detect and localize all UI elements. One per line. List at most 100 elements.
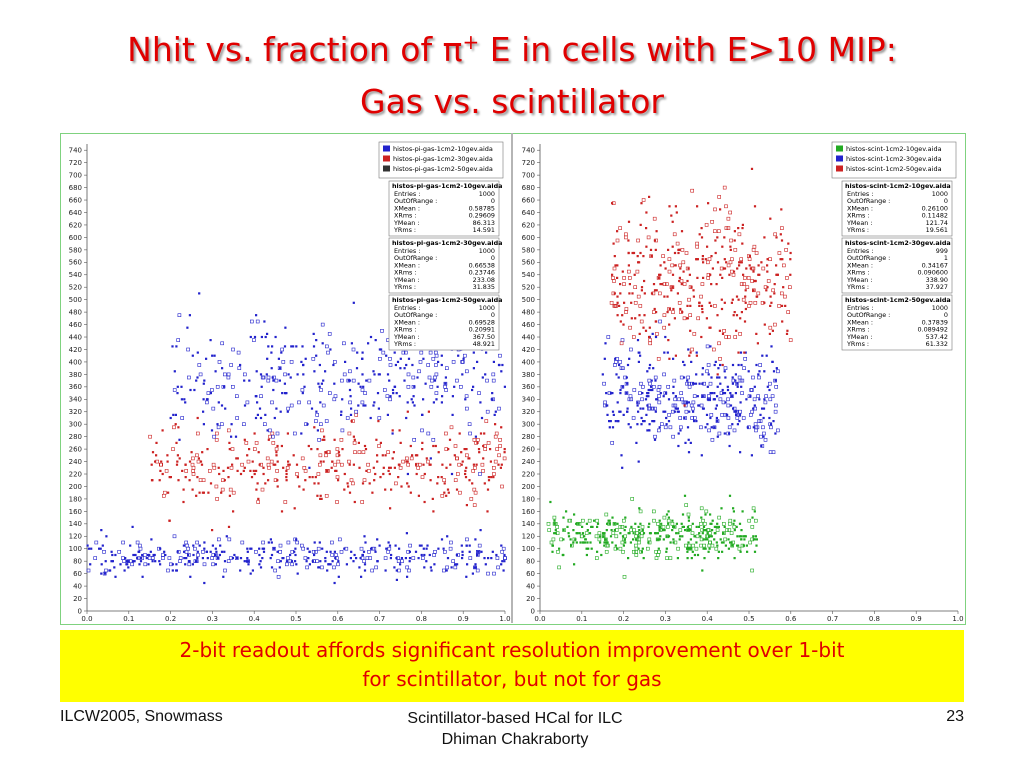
data-point <box>138 546 143 551</box>
data-point <box>151 556 155 560</box>
data-point <box>578 532 581 535</box>
data-point <box>343 472 346 476</box>
data-point <box>676 410 679 413</box>
data-point <box>485 378 489 383</box>
data-point <box>730 301 734 304</box>
data-point <box>300 388 305 392</box>
data-point <box>739 317 742 320</box>
data-point <box>313 370 316 373</box>
data-point <box>621 366 625 370</box>
data-point <box>720 413 724 417</box>
stats-title: histos-scint-1cm2-50gev.aida <box>845 296 951 304</box>
legend-swatch <box>836 155 843 162</box>
data-point <box>361 357 364 360</box>
data-point <box>467 422 472 427</box>
data-point <box>699 535 702 538</box>
data-point <box>683 494 687 497</box>
data-point <box>244 441 249 445</box>
data-point <box>182 500 185 504</box>
stats-value: 0 <box>491 254 495 262</box>
data-point <box>432 444 435 448</box>
data-point <box>253 432 256 435</box>
data-point <box>769 295 772 298</box>
data-point <box>683 363 686 367</box>
data-point <box>698 532 701 535</box>
data-point <box>249 335 252 339</box>
data-point <box>648 326 651 329</box>
data-point <box>342 341 346 346</box>
data-point <box>702 543 706 548</box>
data-point <box>302 363 305 367</box>
data-point <box>714 546 719 551</box>
data-point <box>688 273 692 276</box>
data-point <box>310 447 313 451</box>
data-point <box>230 447 235 451</box>
data-point <box>255 319 260 324</box>
data-point <box>665 513 669 516</box>
data-point <box>727 538 730 541</box>
data-point <box>203 379 206 382</box>
data-point <box>137 550 140 553</box>
data-point <box>302 488 305 491</box>
data-point <box>768 416 771 420</box>
data-point <box>254 416 258 420</box>
data-point <box>612 242 615 245</box>
data-point <box>159 462 163 467</box>
data-point <box>741 510 744 513</box>
data-point <box>406 482 409 485</box>
data-point <box>757 373 760 376</box>
data-point <box>479 401 482 404</box>
data-point <box>450 566 453 569</box>
data-point <box>171 563 174 566</box>
data-point <box>636 404 639 407</box>
data-point <box>728 521 732 526</box>
data-point <box>177 426 180 429</box>
data-point <box>668 323 671 326</box>
data-point <box>714 407 718 410</box>
data-point <box>374 550 377 553</box>
data-point <box>677 251 680 255</box>
data-point <box>609 535 613 538</box>
data-point <box>780 239 784 242</box>
data-point <box>769 425 773 430</box>
data-point <box>348 388 352 392</box>
data-point <box>773 409 778 414</box>
data-point <box>246 556 249 560</box>
data-point <box>735 314 739 317</box>
data-point <box>352 560 355 563</box>
data-point <box>269 538 273 541</box>
data-point <box>691 406 695 411</box>
data-point <box>662 538 665 541</box>
data-point <box>710 426 713 429</box>
data-point <box>713 532 716 535</box>
data-point <box>366 342 370 345</box>
data-point <box>346 482 349 485</box>
data-point <box>453 444 458 448</box>
data-point <box>261 375 266 380</box>
stats-key: XRms : <box>394 212 417 220</box>
data-point <box>384 569 387 572</box>
data-point <box>646 391 649 395</box>
data-point <box>420 556 425 560</box>
data-point <box>614 360 618 364</box>
data-point <box>111 553 114 557</box>
data-point <box>403 350 408 355</box>
data-point <box>763 437 768 442</box>
data-point <box>639 381 643 386</box>
data-point <box>195 540 199 545</box>
data-point <box>245 400 250 405</box>
data-point <box>393 385 397 388</box>
data-point <box>623 538 626 541</box>
data-point <box>260 335 264 339</box>
data-point <box>357 441 361 445</box>
data-point <box>481 376 484 379</box>
data-point <box>341 447 344 451</box>
data-point <box>446 535 449 538</box>
data-point <box>695 541 698 544</box>
data-point <box>672 232 677 237</box>
scint-scatter-plot: 0204060801001201401601802002202402602803… <box>522 141 964 623</box>
data-point <box>620 540 625 545</box>
data-point <box>282 466 285 469</box>
data-point <box>450 472 454 476</box>
data-point <box>339 437 344 442</box>
